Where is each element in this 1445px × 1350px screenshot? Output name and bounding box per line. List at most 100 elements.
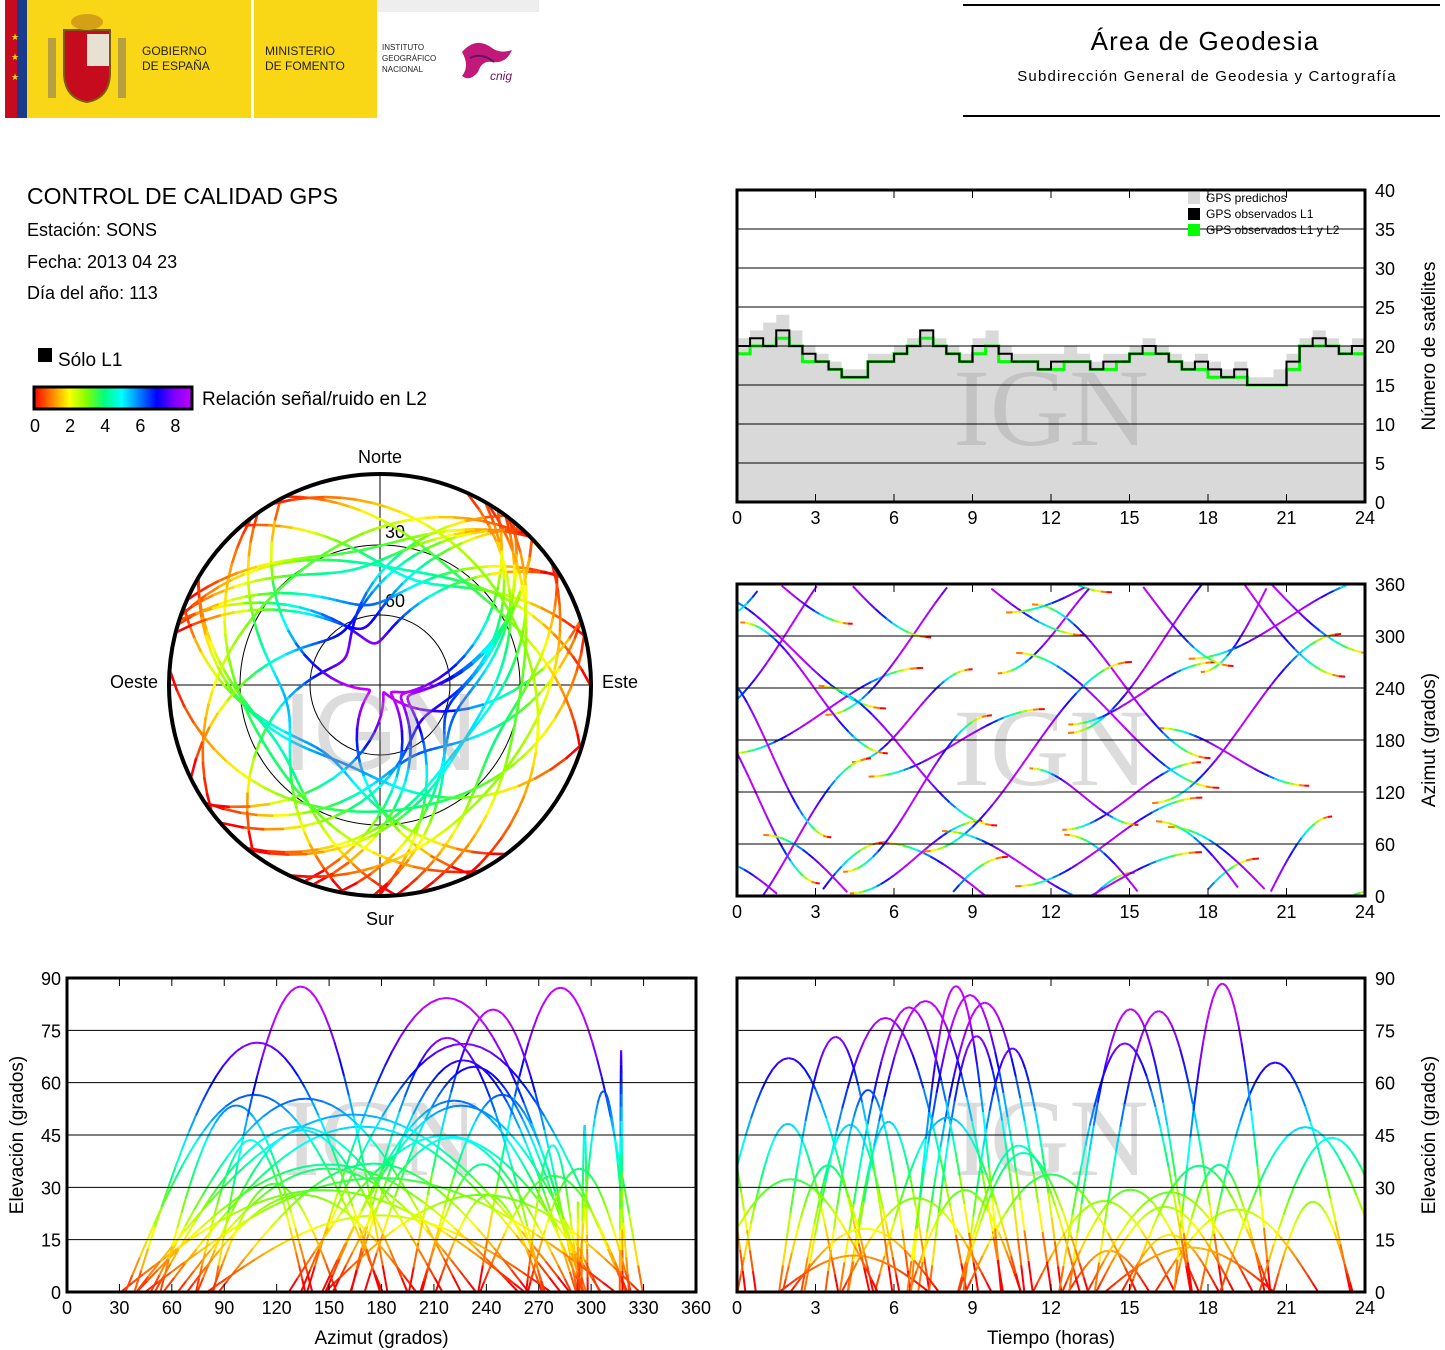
elev-azimuth-segment [612,1230,618,1241]
skyplot-track-segment [202,717,207,735]
azimuth-track-segment [1175,610,1184,621]
elev-time-segment [1066,1246,1073,1262]
azimuth-track-segment [847,694,855,700]
elev-azimuth-segment [381,1265,389,1292]
elev-azimuth-segment [197,1148,204,1161]
elev-time-segment [1196,1188,1202,1198]
elev-time-segment [1239,1105,1247,1122]
skyplot-track-segment [510,600,524,610]
elev-azimuth-segment [555,986,561,990]
elev-time-segment [988,1094,994,1112]
skyplot-track-segment [474,795,484,806]
azimuth-track-segment [1170,800,1178,805]
azimuth-track-segment [933,838,939,844]
elev-azimuth-segment [524,1190,530,1198]
elev-azimuth-segment [432,1183,446,1190]
elev-azimuth-segment [443,1218,456,1229]
skyplot-track-segment [509,732,515,744]
azimuth-track-segment [885,663,894,674]
azimuth-track-segment [819,613,825,618]
skyplot-track-segment [489,603,499,612]
skyplot-track-segment [514,643,522,659]
azimuth-track-segment [1199,651,1206,658]
elev-azimuth-segment [596,1058,603,1078]
azimuth-track-segment [1201,767,1210,776]
skyplot-track-segment [534,685,539,701]
skyplot-track-segment [416,540,428,547]
elev-azimuth-segment [523,1225,538,1236]
elev-time-segment [1034,1110,1040,1130]
azimuth-track-segment [1042,639,1049,646]
azimuth-track-segment [1258,770,1265,775]
elev-time-segment [1119,1103,1126,1128]
elev-azimuth-segment [270,1104,281,1112]
azimuth-track-segment [745,621,751,625]
azimuth-track-segment [813,857,820,865]
elev-azimuth-segment [478,1071,486,1085]
skyplot-track-segment [264,745,273,757]
azimuth-track-segment [881,839,889,847]
azimuth-track-segment [1347,646,1355,652]
azimuth-track-segment [879,671,888,681]
azimuth-track-segment [794,866,800,873]
elev-azimuth-segment [236,1045,245,1052]
azimuth-track-segment [1052,627,1060,632]
skyplot-track-segment [379,560,392,574]
elev-azimuth-segment [235,1221,241,1231]
azimuth-track-segment [781,846,788,856]
elev-azimuth-segment [492,1167,498,1173]
azimuth-track-segment [1215,843,1224,851]
elev-azimuth-segment [403,1216,413,1225]
azimuth-track-segment [862,743,869,749]
elev-azimuth-segment [353,1210,363,1227]
elev-time-segment [760,1166,766,1180]
azimuth-track-segment [1089,820,1096,825]
elev-time-segment [1150,1241,1155,1247]
skyplot-track-segment [311,594,324,599]
azimuth-track-segment [1245,709,1254,720]
elev-time-track [838,1006,980,1292]
skyplot-track-segment [464,801,471,812]
skyplot-track-segment [245,565,258,572]
elev-time-segment [874,1018,881,1025]
skyplot-track-segment [402,831,414,845]
azimuth-track-segment [1116,818,1121,823]
skyplot-track-segment [564,697,572,712]
elev-time-segment [1259,1196,1265,1228]
skyplot-track-segment [376,803,390,821]
elev-azimuth-segment [484,1203,499,1213]
elev-azimuth-segment [455,1229,461,1237]
elev-time-segment [926,1202,933,1232]
elev-azimuth-segment [144,1281,159,1292]
skyplot-track-segment [402,806,415,817]
elev-time-segment [943,1141,950,1165]
elev-time-segment [1334,1220,1342,1245]
elev-time-segment [891,1257,898,1275]
elev-azimuth-segment [274,1128,283,1134]
azimuth-track-segment [1323,815,1329,820]
azimuth-track-segment [1156,639,1165,651]
azimuth-track-segment [1125,876,1133,885]
elev-azimuth-segment [464,1236,475,1244]
elev-azimuth-segment [347,1095,355,1118]
azimuth-track-segment [920,758,928,764]
elev-azimuth-segment [531,1158,540,1177]
azimuth-track-segment [1069,674,1078,682]
elev-time-segment [863,1177,868,1193]
azimuth-track-segment [877,845,884,853]
elev-azimuth-segment [224,1245,231,1256]
azimuth-track-segment [843,621,849,625]
elev-time-segment [776,1126,782,1133]
elev-time-segment [1141,1022,1148,1034]
elev-time-segment [917,1261,924,1292]
skyplot-track-segment [346,849,364,865]
elev-time-segment [975,1222,982,1236]
skyplot-track-segment [216,575,229,583]
elev-time-segment [1104,1265,1111,1275]
skyplot-track-segment [410,601,421,611]
azimuth-track-segment [1227,647,1236,652]
azimuth-track-segment [910,856,917,862]
skyplot-track-segment [558,605,562,622]
elev-azimuth-segment [431,1139,440,1144]
azimuth-track-segment [754,670,762,680]
